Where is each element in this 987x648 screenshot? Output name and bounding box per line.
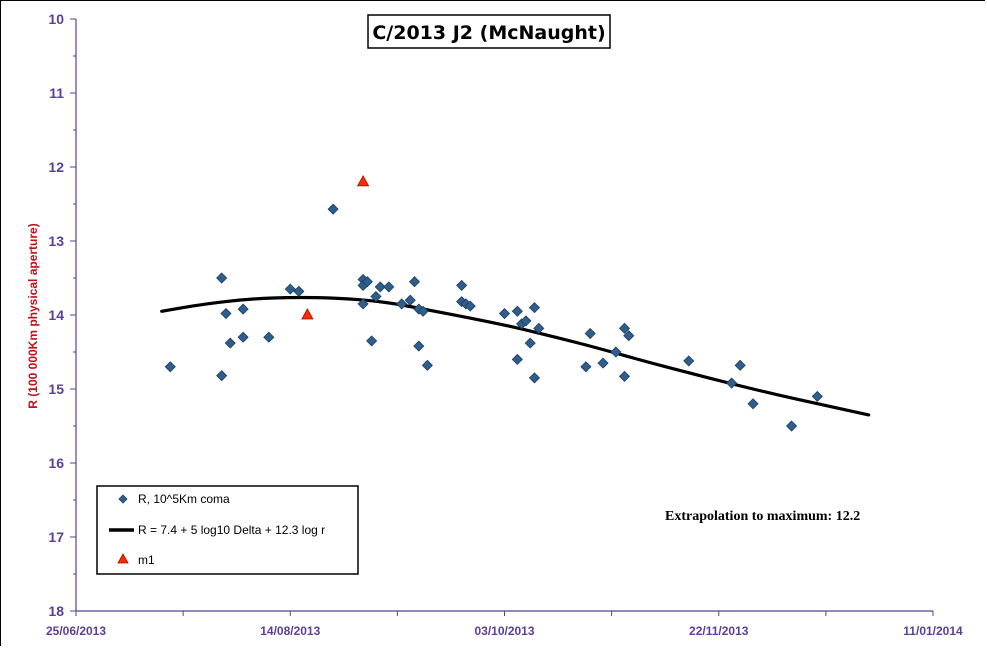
data-point-r-coma bbox=[533, 322, 545, 334]
data-point-r-coma bbox=[164, 361, 176, 373]
y-tick-label: 18 bbox=[48, 603, 64, 619]
y-axis-label: R (100 000Km physical aperture) bbox=[26, 223, 40, 408]
data-point-r-coma bbox=[618, 370, 631, 382]
data-point-r-coma bbox=[520, 315, 532, 327]
data-point-r-coma bbox=[498, 307, 511, 320]
data-point-r-coma bbox=[786, 420, 798, 432]
x-tick-label: 25/06/2013 bbox=[46, 624, 106, 638]
data-point-r-coma bbox=[374, 281, 386, 293]
data-point-r-coma bbox=[421, 359, 433, 371]
data-point-r-coma bbox=[417, 305, 429, 317]
data-point-r-coma bbox=[237, 303, 249, 315]
data-point-r-coma bbox=[464, 300, 476, 312]
data-point-r-coma bbox=[237, 331, 249, 343]
data-point-r-coma bbox=[683, 355, 695, 367]
data-point-r-coma bbox=[726, 377, 738, 389]
x-tick-label: 11/01/2014 bbox=[903, 624, 963, 638]
data-point-r-coma bbox=[216, 370, 228, 382]
legend: R, 10^5Km coma R = 7.4 + 5 log10 Delta +… bbox=[96, 485, 359, 575]
legend-marker-r-coma bbox=[118, 494, 128, 504]
data-point-r-coma bbox=[456, 279, 468, 291]
extrapolation-note: Extrapolation to maximum: 12.2 bbox=[665, 509, 860, 524]
data-point-r-coma bbox=[584, 327, 596, 340]
data-point-m1 bbox=[301, 308, 314, 320]
data-point-r-coma bbox=[580, 361, 592, 373]
axes bbox=[70, 18, 934, 616]
data-point-m1 bbox=[356, 174, 370, 187]
data-point-r-coma bbox=[811, 390, 823, 402]
data-point-r-coma bbox=[408, 276, 421, 288]
data-point-r-coma bbox=[404, 294, 416, 306]
data-point-r-coma bbox=[396, 298, 408, 310]
data-point-r-coma bbox=[361, 276, 373, 288]
y-tick-label: 11 bbox=[49, 85, 64, 101]
data-point-r-coma bbox=[511, 353, 523, 365]
legend-label-m1: m1 bbox=[138, 553, 155, 567]
x-tick-label: 22/11/2013 bbox=[689, 624, 749, 638]
data-point-r-coma bbox=[370, 290, 382, 303]
y-tick-label: 16 bbox=[48, 455, 64, 471]
data-point-r-coma bbox=[524, 337, 536, 349]
title-box bbox=[367, 14, 611, 49]
data-point-r-coma bbox=[528, 302, 541, 314]
y-tick-label: 12 bbox=[48, 159, 64, 175]
data-point-r-coma bbox=[747, 398, 759, 410]
data-point-r-coma bbox=[327, 203, 339, 215]
data-point-r-coma bbox=[366, 335, 378, 347]
chart-title: C/2013 J2 (McNaught) bbox=[372, 22, 605, 44]
legend-marker-m1 bbox=[117, 553, 129, 564]
data-point-r-coma bbox=[357, 298, 369, 310]
legend-label-fit: R = 7.4 + 5 log10 Delta + 12.3 log r bbox=[138, 523, 325, 537]
data-point-r-coma bbox=[623, 330, 635, 342]
data-point-r-coma bbox=[284, 283, 296, 295]
legend-label-r-coma: R, 10^5Km coma bbox=[138, 492, 230, 506]
data-point-r-coma bbox=[224, 337, 236, 349]
data-point-r-coma bbox=[383, 281, 395, 293]
data-point-r-coma bbox=[610, 346, 622, 358]
data-point-r-coma bbox=[528, 372, 541, 384]
data-point-r-coma bbox=[293, 285, 305, 297]
x-tick-label: 14/08/2013 bbox=[260, 624, 320, 638]
data-point-r-coma bbox=[511, 305, 523, 317]
y-tick-labels: 10 11 12 13 14 15 16 17 18 bbox=[48, 11, 64, 619]
y-tick-label: 15 bbox=[48, 381, 64, 397]
data-point-r-coma bbox=[263, 331, 275, 343]
y-tick-label: 13 bbox=[48, 233, 64, 249]
data-point-r-coma bbox=[216, 272, 228, 284]
series-m1 bbox=[301, 174, 370, 320]
data-point-r-coma bbox=[413, 340, 425, 352]
data-point-r-coma bbox=[734, 359, 746, 371]
series-r-coma bbox=[164, 203, 823, 432]
y-tick-label: 14 bbox=[48, 307, 64, 323]
y-tick-label: 10 bbox=[48, 11, 64, 27]
x-tick-label: 03/10/2013 bbox=[474, 624, 534, 638]
data-point-r-coma bbox=[220, 307, 232, 320]
x-tick-labels: 25/06/2013 14/08/2013 03/10/2013 22/11/2013… bbox=[46, 624, 963, 638]
data-point-r-coma bbox=[597, 357, 609, 369]
y-tick-label: 17 bbox=[48, 529, 64, 545]
legend-box bbox=[96, 485, 359, 575]
data-point-r-coma bbox=[618, 322, 631, 334]
